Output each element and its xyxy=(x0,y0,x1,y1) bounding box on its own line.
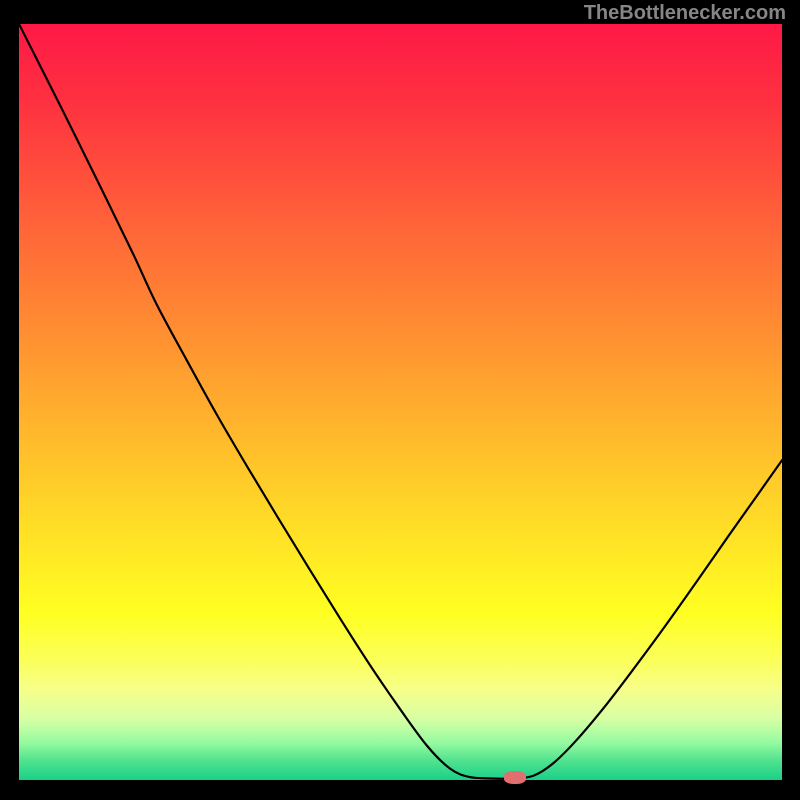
plot-area xyxy=(19,24,782,780)
optimum-marker xyxy=(504,771,527,784)
curve-layer xyxy=(19,24,782,780)
watermark-text: TheBottlenecker.com xyxy=(584,2,786,25)
chart-container: TheBottlenecker.com xyxy=(0,0,800,800)
bottleneck-curve xyxy=(19,24,782,779)
